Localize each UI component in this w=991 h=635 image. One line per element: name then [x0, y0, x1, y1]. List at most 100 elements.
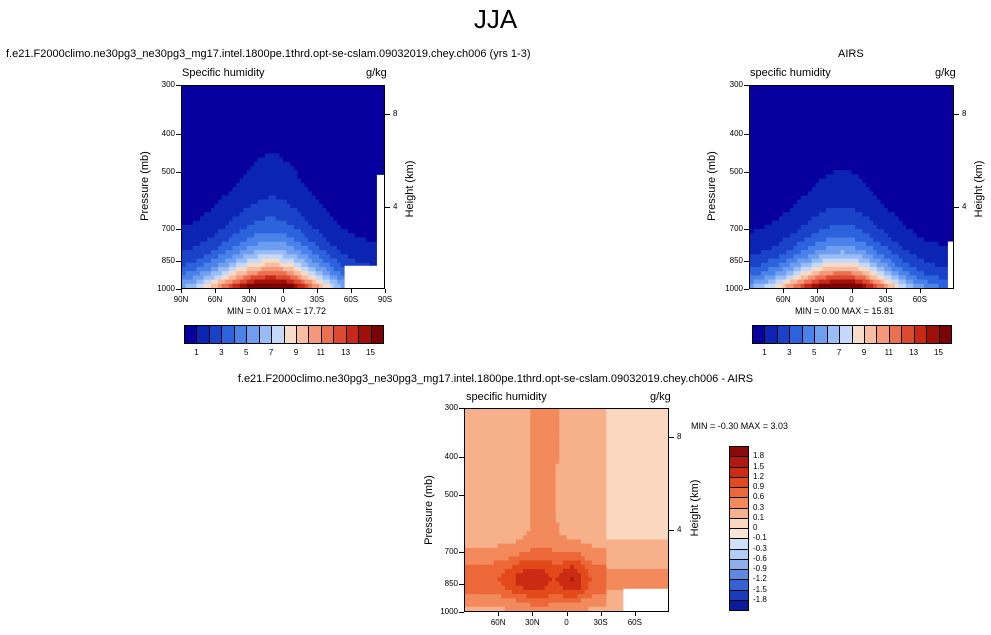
field-cell	[192, 132, 198, 138]
field-cell	[757, 203, 762, 209]
field-cell	[808, 153, 813, 159]
field-cell	[851, 224, 856, 230]
field-cell	[304, 157, 309, 163]
field-cell	[924, 115, 929, 121]
field-cell	[793, 233, 798, 239]
field-cell	[822, 115, 827, 121]
field-cell	[308, 102, 313, 108]
field-cell	[808, 178, 813, 184]
field-cell	[884, 208, 889, 213]
field-cell	[815, 237, 820, 243]
field-cell	[326, 98, 331, 104]
field-cell	[800, 107, 805, 112]
field-cell	[804, 94, 809, 100]
field-cell	[236, 262, 241, 268]
field-cell	[818, 233, 824, 239]
field-cell	[927, 94, 932, 100]
field-cell	[344, 136, 349, 142]
field-cell	[920, 107, 925, 112]
field-cell	[913, 111, 918, 117]
field-cell	[196, 102, 201, 108]
field-cell	[942, 250, 947, 255]
field-cell	[232, 283, 237, 288]
field-cell	[822, 178, 827, 184]
field-cell	[304, 115, 309, 121]
field-cell	[927, 153, 932, 159]
field-cell	[891, 149, 896, 154]
field-cell	[775, 170, 780, 175]
field-cell	[760, 224, 766, 230]
field-cell	[257, 237, 262, 243]
field-cell	[840, 250, 845, 255]
field-cell	[924, 178, 929, 184]
field-cell	[934, 237, 940, 243]
field-cell	[221, 203, 226, 209]
field-cell	[272, 182, 277, 188]
field-cell	[264, 241, 270, 247]
field-cell	[239, 102, 244, 108]
field-cell	[764, 187, 769, 192]
field-cell	[272, 140, 277, 146]
field-cell	[344, 111, 349, 117]
field-cell	[934, 229, 940, 234]
field-cell	[182, 271, 187, 276]
field-cell	[192, 279, 198, 285]
field-cell	[293, 241, 299, 247]
field-cell	[192, 245, 198, 251]
field-cell	[862, 119, 867, 125]
field-cell	[351, 149, 356, 154]
field-cell	[811, 123, 816, 129]
field-cell	[254, 195, 259, 201]
field-cell	[855, 136, 860, 142]
field-cell	[782, 132, 787, 138]
field-cell	[779, 191, 784, 197]
field-cell	[847, 123, 853, 129]
field-cell	[905, 237, 911, 243]
field-cell	[192, 187, 198, 192]
field-cell	[232, 123, 237, 129]
field-cell	[243, 170, 248, 175]
field-cell	[927, 161, 932, 167]
field-cell	[365, 182, 371, 188]
field-cell	[228, 199, 234, 205]
field-cell	[909, 94, 914, 100]
field-cell	[775, 216, 780, 222]
field-cell	[938, 123, 943, 129]
field-cell	[876, 153, 882, 159]
field-cell	[257, 208, 262, 213]
field-cell	[895, 241, 900, 247]
field-cell	[764, 144, 769, 150]
field-cell	[218, 98, 223, 104]
field-cell	[771, 203, 776, 209]
field-cell	[920, 157, 925, 163]
field-cell	[753, 136, 758, 142]
field-cell	[376, 115, 381, 121]
field-cell	[358, 262, 363, 268]
field-cell	[225, 275, 230, 281]
field-cell	[880, 178, 885, 184]
field-cell	[873, 191, 878, 197]
field-cell	[902, 128, 907, 133]
field-cell	[916, 241, 921, 247]
field-cell	[757, 102, 762, 108]
field-cell	[207, 212, 212, 218]
field-cell	[931, 187, 936, 192]
field-cell	[938, 182, 943, 188]
field-cell	[257, 170, 262, 175]
field-cell	[254, 258, 259, 264]
field-cell	[880, 149, 885, 154]
field-cell	[311, 123, 317, 129]
field-cell	[902, 161, 907, 167]
field-cell	[254, 90, 259, 96]
field-cell	[938, 187, 943, 192]
field-cell	[210, 187, 216, 192]
panel2-unit-label: g/kg	[935, 67, 956, 79]
field-cell	[876, 132, 882, 138]
field-cell	[891, 220, 896, 226]
field-cell	[833, 153, 838, 159]
field-cell	[221, 161, 226, 167]
field-cell	[326, 144, 331, 150]
field-cell	[866, 212, 871, 218]
field-cell	[949, 178, 953, 184]
field-cell	[779, 187, 784, 192]
